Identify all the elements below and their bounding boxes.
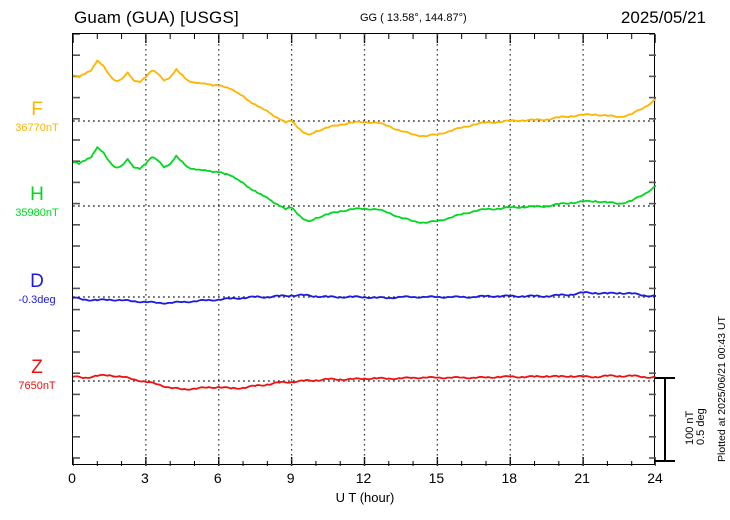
scale-bar-deg-label: 0.5 deg [695, 408, 707, 445]
component-symbol-D: D [30, 271, 44, 292]
component-label-H: H 35980nT [4, 185, 70, 220]
station-title: Guam (GUA) [USGS] [74, 8, 239, 27]
trace-H [73, 146, 656, 224]
component-baseline-H: 35980nT [15, 207, 59, 219]
observation-date: 2025/05/21 [620, 8, 706, 27]
x-axis-label: U T (hour) [335, 490, 395, 505]
x-tick-6: 6 [213, 470, 222, 486]
x-tick-15: 15 [428, 470, 445, 486]
x-tick-12: 12 [355, 470, 372, 486]
magnetogram-svg [73, 34, 656, 466]
trace-Z [73, 373, 656, 391]
component-traces [73, 59, 656, 391]
plotted-timestamp: Plotted at 2025/06/21 00:43 UT [716, 316, 728, 462]
component-symbol-F: F [31, 99, 43, 120]
component-symbol-Z: Z [31, 357, 43, 378]
x-tick-18: 18 [501, 470, 518, 486]
component-symbol-H: H [30, 184, 44, 205]
x-tick-24: 24 [647, 470, 663, 486]
x-tick-3: 3 [140, 470, 149, 486]
component-baseline-Z: 7650nT [18, 380, 56, 392]
component-baseline-F: 36770nT [15, 122, 59, 134]
gridlines [73, 34, 656, 466]
component-label-Z: Z 7650nT [4, 358, 70, 393]
scale-bar [664, 377, 666, 461]
component-label-F: F 36770nT [4, 100, 70, 135]
trace-D [73, 291, 656, 305]
scale-bar-bottom-cap [655, 460, 675, 462]
scale-bar-top-cap [655, 377, 675, 379]
x-tick-9: 9 [286, 470, 295, 486]
component-label-D: D -0.3deg [4, 272, 70, 307]
trace-F [73, 59, 656, 138]
geographic-coordinates: GG ( 13.58°, 144.87°) [360, 12, 467, 24]
x-tick-21: 21 [574, 470, 590, 486]
magnetogram-plot-area [72, 33, 656, 466]
x-tick-0: 0 [68, 470, 76, 486]
component-baseline-D: -0.3deg [18, 294, 56, 306]
